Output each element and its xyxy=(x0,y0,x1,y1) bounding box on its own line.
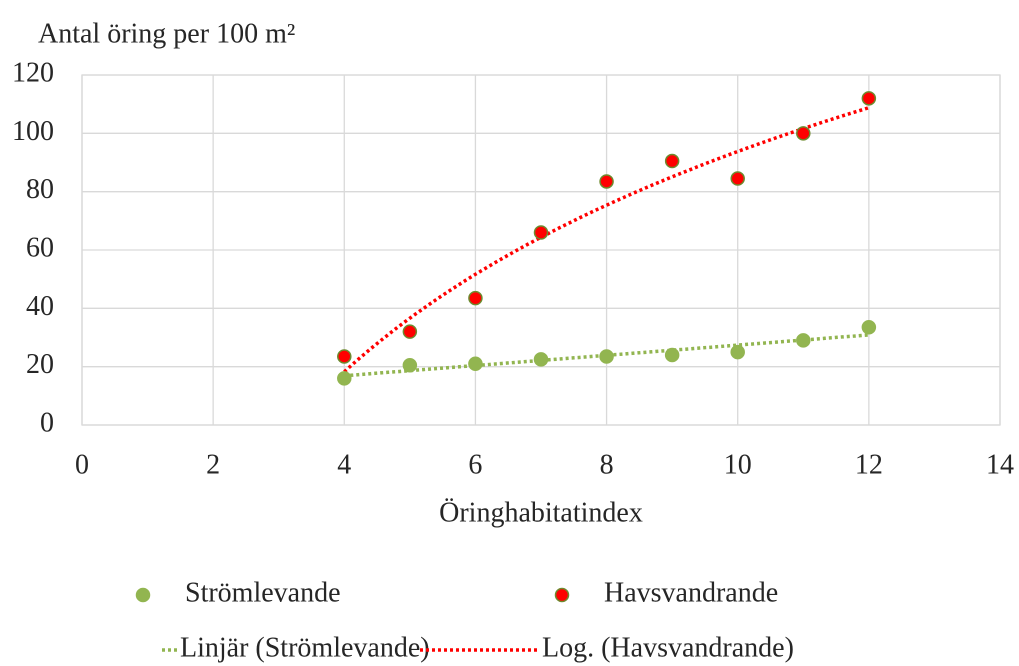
point xyxy=(664,153,680,169)
point xyxy=(599,349,614,364)
point xyxy=(402,357,418,373)
y-tick-label: 20 xyxy=(26,349,54,380)
trendline xyxy=(343,106,870,374)
legend-marker xyxy=(554,587,570,603)
x-tick-label: 12 xyxy=(855,449,883,480)
point xyxy=(861,320,877,335)
legend-label: Havsvandrande xyxy=(604,577,778,608)
legend-label: Linjär (Strömlevande) xyxy=(180,632,430,663)
point xyxy=(861,91,877,106)
point xyxy=(468,290,483,306)
x-tick-label: 2 xyxy=(206,449,220,480)
y-tick-label: 0 xyxy=(40,407,54,438)
y-axis-label: Antal öring per 100 m² xyxy=(38,18,295,49)
x-tick-label: 14 xyxy=(986,449,1014,480)
point xyxy=(796,126,811,141)
y-tick-label: 80 xyxy=(26,174,54,205)
point xyxy=(533,352,549,367)
point xyxy=(730,171,745,186)
y-tick-label: 120 xyxy=(12,57,54,88)
trendline xyxy=(344,333,870,378)
point xyxy=(337,371,352,386)
point xyxy=(599,174,614,189)
legend-label: Strömlevande xyxy=(185,577,341,608)
y-tick-label: 100 xyxy=(12,116,54,147)
x-tick-label: 6 xyxy=(468,449,482,480)
x-tick-label: 4 xyxy=(337,449,351,480)
y-tick-label: 40 xyxy=(26,291,54,322)
legend-marker xyxy=(135,587,151,603)
point xyxy=(337,349,352,364)
point xyxy=(796,333,811,348)
legend-label: Log. (Havsvandrande) xyxy=(542,632,794,663)
x-tick-label: 10 xyxy=(724,449,752,480)
point xyxy=(730,344,745,360)
plot-border xyxy=(81,74,1001,426)
point xyxy=(533,225,549,240)
y-tick-label: 60 xyxy=(26,232,54,263)
x-tick-label: 8 xyxy=(600,449,614,480)
x-axis-label: Öringhabitatindex xyxy=(439,497,643,528)
x-tick-label: 0 xyxy=(75,449,89,480)
point xyxy=(468,356,483,371)
point xyxy=(664,347,680,363)
point xyxy=(402,324,418,339)
